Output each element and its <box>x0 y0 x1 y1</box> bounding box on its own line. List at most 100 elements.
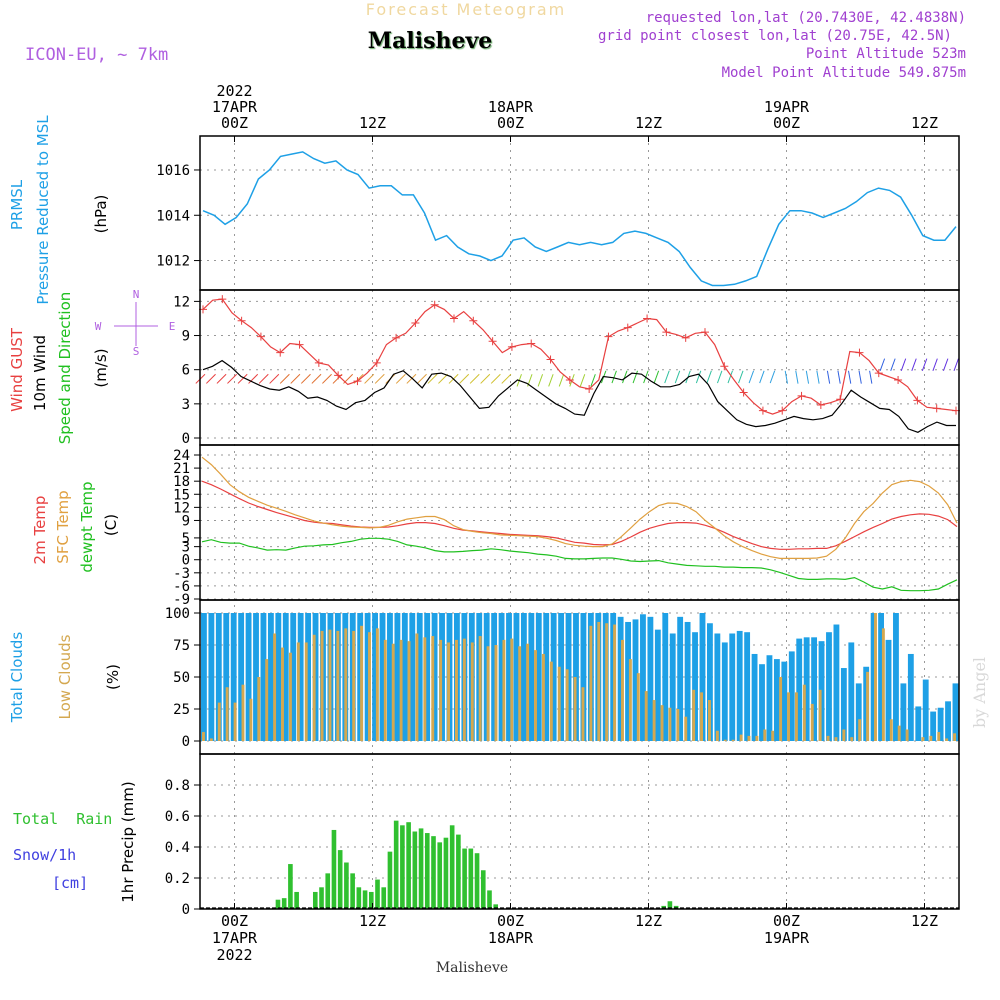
panel-frame <box>199 753 960 910</box>
precip-rain-bar <box>468 848 474 909</box>
wind-dir-label: Speed and Direction <box>56 292 74 445</box>
cloud-low-bar <box>644 691 648 741</box>
precip-rain-bar <box>288 864 293 909</box>
cloud-low-bar <box>621 639 624 741</box>
cloud-low-bar <box>897 725 901 741</box>
wind-direction-arrow <box>816 370 820 384</box>
cloud-total-bar <box>840 668 847 741</box>
wind-direction-arrow <box>759 370 765 384</box>
panel-frames <box>199 135 960 910</box>
cloud-total-bar <box>744 632 751 741</box>
precip-rain-bar <box>381 887 387 909</box>
cloud-total-bar <box>751 653 758 741</box>
cloud-total-bar <box>230 613 237 741</box>
cloud-low-bar <box>945 738 949 741</box>
cloud-total-bar <box>535 613 542 741</box>
time-top-label: 00Z <box>221 114 248 132</box>
wind-direction-arrow <box>622 370 628 384</box>
cloud-low-bar <box>320 630 324 741</box>
time-bottom-label: 12Z <box>635 912 662 930</box>
cloud-low-bar <box>391 643 395 741</box>
cloud-total-bar <box>893 613 899 741</box>
cloud-total-bar <box>513 613 520 741</box>
wind-panel: 0 3 6 9 12 <box>173 294 960 447</box>
cloud-low-bar <box>344 628 348 741</box>
cloud-total-bar <box>684 621 691 741</box>
cloud-low-bar <box>352 630 356 741</box>
cloud-low-bar <box>692 689 696 741</box>
cloud-low-bar <box>265 659 269 741</box>
cloud-low-bar <box>518 646 522 741</box>
cloud-low-bar <box>455 639 458 741</box>
product-title: Forecast Meteogram <box>366 0 566 19</box>
wind-y-tick-label: 3 <box>182 397 190 413</box>
cloud-total-bar <box>282 613 289 741</box>
time-top-label: 19APR <box>764 98 810 116</box>
temp-y-tick-label: 24 <box>173 448 190 464</box>
cloud-low-bar <box>858 719 862 741</box>
cloud-total-bar <box>617 616 624 741</box>
cloud-low-bar <box>668 707 672 741</box>
cloud-low-bar <box>510 638 514 741</box>
cloud-low-bar <box>217 702 221 741</box>
wind-direction-arrow <box>890 358 896 372</box>
cloud-total-bar <box>424 613 431 741</box>
wind-direction-arrow <box>826 370 831 384</box>
cloud-low-bar <box>581 687 585 741</box>
cloud-total-bar <box>937 707 944 741</box>
temp-2m-label: 2m Temp <box>31 496 49 565</box>
temp-sfc-line <box>201 456 958 560</box>
wind-direction-arrow <box>727 370 733 384</box>
time-bottom-label: 00Z <box>497 912 524 930</box>
cloud-low-bar <box>557 666 561 741</box>
wind-y-tick-label: 9 <box>182 329 190 345</box>
wind-direction-arrow <box>632 370 638 384</box>
cloud-low-bar <box>771 730 775 741</box>
cloud-low-bar <box>296 642 300 741</box>
wind-gust-marker <box>643 314 652 323</box>
cloud-low-bar <box>225 687 229 741</box>
cloud-total-bar <box>796 638 803 741</box>
temp-sfc-label: SFC Temp <box>54 490 72 563</box>
cloud-total-bar <box>431 613 438 741</box>
wind-direction-arrow <box>248 373 259 384</box>
wind-direction-arrow <box>769 370 776 384</box>
wind-direction-arrow <box>805 370 810 384</box>
wind-direction-arrow <box>558 374 565 387</box>
temp-y-tick-label: 15 <box>173 487 190 503</box>
cloud-total-bar <box>245 613 252 741</box>
panel-frame <box>199 289 960 446</box>
cloud-total-bar <box>885 639 892 741</box>
wind-direction-arrow <box>932 358 938 372</box>
precip-rain-bar <box>356 887 362 909</box>
temp-y-tick-label: -6 <box>173 579 190 595</box>
cloud-total-bar <box>826 632 832 741</box>
cloud-low-bar <box>257 677 261 741</box>
cloud-low-bar <box>288 652 292 741</box>
cloud-low-bar <box>360 625 364 741</box>
wind-direction-arrow <box>674 370 681 384</box>
cloud-total-bar <box>907 653 914 741</box>
wind-gust-marker <box>701 328 709 337</box>
temp-2m-line <box>201 480 958 550</box>
wind-direction-arrow <box>216 373 227 384</box>
grid-point-coords: grid point closest lon,lat (20.75E, 42.5… <box>598 28 952 44</box>
wind-unit: (m/s) <box>92 348 110 387</box>
cloud-low-bar <box>565 669 569 741</box>
pressure-label-desc: Pressure Reduced to MSL <box>34 115 52 305</box>
wind-gust-marker <box>411 319 420 328</box>
cloud-total-bar <box>632 619 639 741</box>
cloud-low-bar <box>660 705 664 741</box>
clouds-y-tick-label: 100 <box>165 606 190 622</box>
wind-direction-arrow <box>490 373 501 384</box>
cloud-low-bar <box>541 653 545 741</box>
cloud-low-bar <box>700 692 703 741</box>
cloud-low-bar <box>462 638 466 741</box>
precip-rain-bar <box>400 825 405 909</box>
wind-gust-marker <box>894 375 903 384</box>
wind-direction-arrow <box>653 370 660 384</box>
cloud-low-bar <box>399 639 403 741</box>
wind-gust-marker <box>430 300 439 309</box>
cloud-total-bar <box>550 613 557 741</box>
